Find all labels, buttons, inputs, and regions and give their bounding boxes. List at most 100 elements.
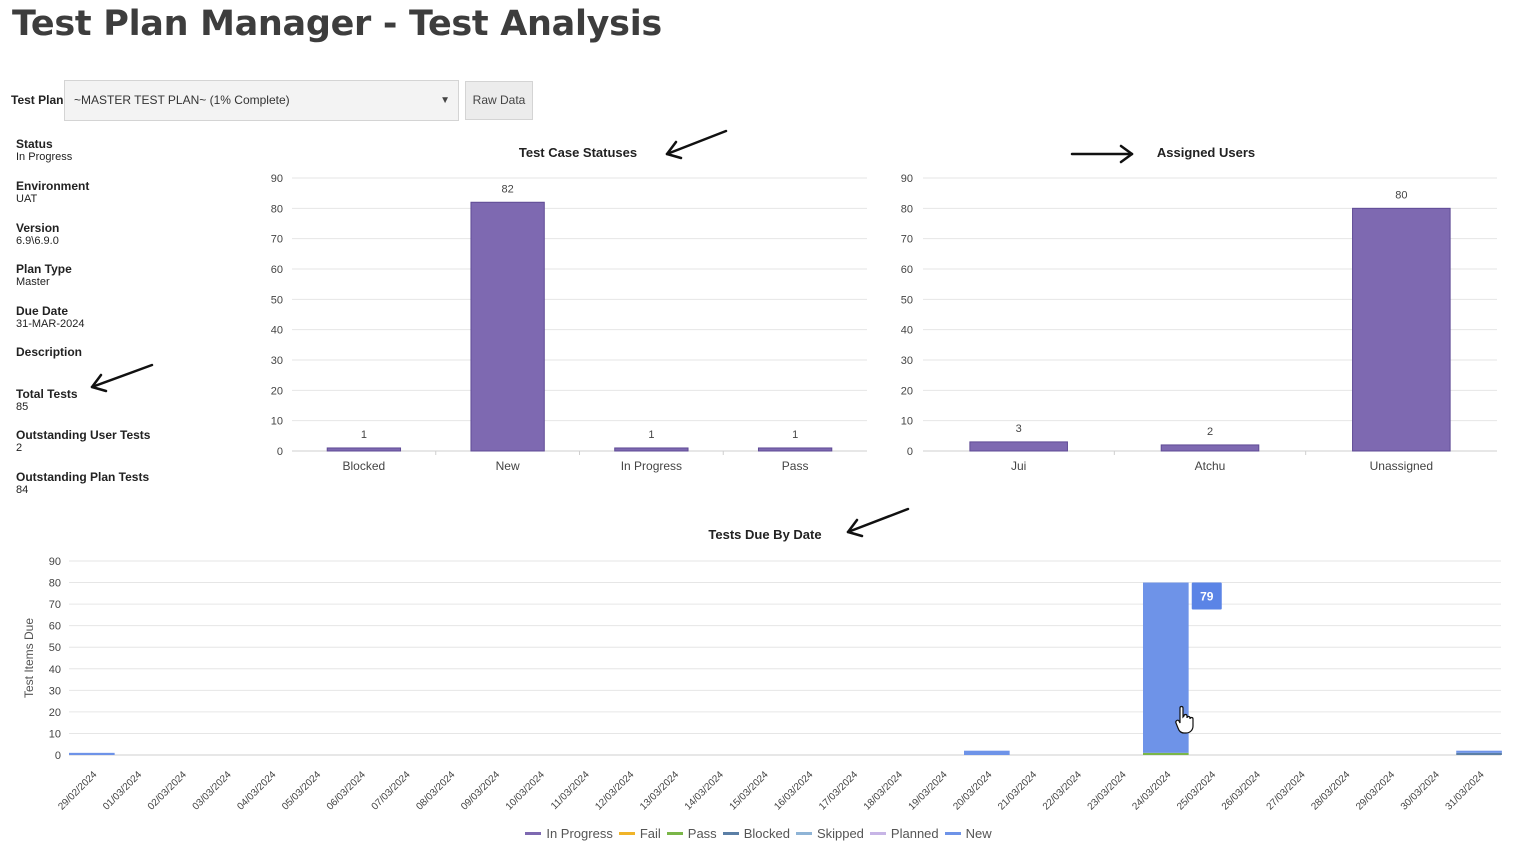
chevron-down-icon[interactable]: ▼ [440, 95, 450, 106]
x-tick-label: 01/03/2024 [101, 769, 144, 812]
legend-label: New [965, 826, 992, 841]
chart-title: Tests Due By Date [708, 527, 821, 542]
x-tick-label: Unassigned [1370, 459, 1433, 473]
legend-item[interactable]: In Progress [525, 826, 613, 841]
info-value: UAT [16, 193, 38, 205]
legend-item[interactable]: Planned [869, 826, 939, 841]
y-tick-label: 50 [271, 294, 283, 306]
chart-title: Assigned Users [1157, 145, 1255, 160]
bar [614, 447, 689, 452]
test-plan-label: Test Plan [11, 93, 64, 107]
x-tick-label: 21/03/2024 [996, 769, 1039, 812]
legend-item[interactable]: Pass [666, 826, 717, 841]
y-tick-label: 10 [49, 728, 61, 740]
legend-swatch [795, 832, 812, 836]
y-tick-label: 0 [277, 446, 283, 458]
legend-item[interactable]: Fail [618, 826, 661, 841]
y-tick-label: 40 [271, 325, 283, 337]
y-tick-label: 70 [271, 234, 283, 246]
tooltip [1191, 582, 1222, 610]
info-value: 6.9\6.9.0 [16, 235, 59, 247]
test-case-statuses-chart: 0 10 20 30 40 50 60 70 80 90 1 Blocked 82 New 1 In Prog… [271, 173, 867, 473]
y-tick-label: 10 [901, 416, 913, 428]
bar-segment [964, 750, 1010, 755]
annotation-arrow-icon [846, 507, 910, 538]
y-tick-label: 20 [271, 385, 283, 397]
bar [1160, 444, 1260, 452]
legend-swatch [525, 832, 542, 836]
x-tick-label: 30/03/2024 [1399, 769, 1442, 812]
chart-legend: In Progress Fail Pass Blocked Skipped Planned… [0, 826, 1517, 841]
x-tick-label: In Progress [621, 459, 682, 473]
info-label: Due Date [16, 304, 69, 318]
info-plan-type: Plan Type Master [16, 263, 72, 289]
x-tick-label: 26/03/2024 [1220, 769, 1263, 812]
legend-label: Planned [890, 826, 939, 841]
x-tick-label: 04/03/2024 [235, 769, 278, 812]
info-value: Master [16, 276, 50, 288]
y-tick-label: 0 [55, 750, 61, 762]
data-label: 1 [792, 429, 798, 441]
y-tick-label: 60 [271, 264, 283, 276]
legend-item[interactable]: Skipped [795, 826, 864, 841]
y-axis-label: Test Items Due [22, 618, 36, 698]
x-tick-label: 17/03/2024 [817, 769, 860, 812]
tooltip-value: 79 [1200, 590, 1214, 604]
x-tick-label: 29/03/2024 [1354, 769, 1397, 812]
x-tick-label: 08/03/2024 [414, 769, 457, 812]
legend-label: Skipped [816, 826, 864, 841]
y-tick-label: 90 [49, 556, 61, 568]
y-tick-label: 30 [901, 355, 913, 367]
info-label: Version [16, 221, 60, 235]
y-tick-label: 40 [901, 325, 913, 337]
legend-item[interactable]: Blocked [722, 826, 790, 841]
legend-label: In Progress [546, 826, 613, 841]
y-tick-label: 10 [271, 416, 283, 428]
y-tick-label: 0 [907, 446, 913, 458]
x-tick-label: Pass [782, 459, 809, 473]
x-tick-label: 28/03/2024 [1309, 769, 1352, 812]
assigned-users-chart: 0 10 20 30 40 50 60 70 80 90 3 Jui 2 Atchu 80 Unassigne… [901, 173, 1497, 473]
y-tick-label: 90 [901, 173, 913, 185]
x-tick-label: 05/03/2024 [280, 769, 323, 812]
x-tick-label: 18/03/2024 [862, 769, 905, 812]
info-version: Version 6.9\6.9.0 [16, 222, 59, 248]
x-tick-label: Jui [1011, 459, 1026, 473]
test-plan-select[interactable]: ~MASTER TEST PLAN~ (1% Complete) ▼ [64, 80, 459, 121]
x-tick-label: 07/03/2024 [370, 769, 413, 812]
info-value: 85 [16, 401, 29, 413]
x-tick-label: 20/03/2024 [951, 769, 994, 812]
data-label: 1 [361, 429, 367, 441]
x-tick-label: Atchu [1195, 459, 1226, 473]
x-tick-label: 11/03/2024 [549, 769, 592, 812]
info-label: Total Tests [16, 387, 78, 401]
y-tick-label: 80 [49, 578, 61, 590]
bar-segment [1143, 752, 1189, 755]
legend-item[interactable]: New [944, 826, 992, 841]
info-label: Outstanding Plan Tests [16, 470, 150, 484]
legend-swatch [722, 832, 739, 836]
legend-swatch [869, 832, 886, 836]
y-tick-label: 90 [271, 173, 283, 185]
y-tick-label: 40 [49, 664, 61, 676]
bar-segment [69, 752, 115, 755]
y-tick-label: 50 [49, 642, 61, 654]
y-tick-label: 20 [901, 385, 913, 397]
x-tick-label: 16/03/2024 [772, 769, 815, 812]
x-tick-label: 22/03/2024 [1041, 769, 1084, 812]
bar [757, 447, 833, 452]
raw-data-button[interactable]: Raw Data [465, 81, 533, 120]
x-tick-label: 23/03/2024 [1086, 769, 1129, 812]
annotation-arrow-icon [90, 363, 154, 393]
x-tick-label: 06/03/2024 [325, 769, 368, 812]
info-label: Plan Type [16, 262, 72, 276]
x-tick-label: 03/03/2024 [191, 769, 234, 812]
info-value: 84 [16, 484, 29, 496]
chart-title: Test Case Statuses [519, 145, 637, 160]
data-label: 2 [1207, 426, 1213, 438]
x-tick-label: 13/03/2024 [638, 769, 681, 812]
x-tick-label: 14/03/2024 [683, 769, 726, 812]
y-tick-label: 30 [49, 685, 61, 697]
